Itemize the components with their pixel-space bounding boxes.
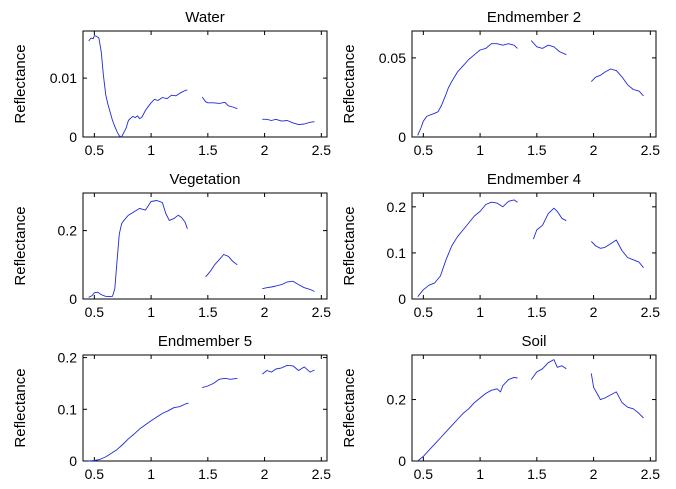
y-tick-label: 0 xyxy=(398,291,406,307)
x-tick-label: 1 xyxy=(476,304,484,320)
spectrum-segment-2 xyxy=(530,40,567,56)
plot-frame xyxy=(411,192,657,300)
x-tick-label: 1 xyxy=(476,466,484,482)
spectrum-segment-3 xyxy=(262,364,315,375)
spectrum-segment-1 xyxy=(417,43,518,136)
x-tick-label: 2 xyxy=(590,142,598,158)
chart-title: Endmember 4 xyxy=(487,171,581,188)
x-tick-label: 1 xyxy=(147,466,155,482)
x-tick-label: 0.5 xyxy=(85,304,105,320)
spectrum-segment-2 xyxy=(201,96,238,110)
chart-title: Water xyxy=(185,9,224,26)
chart-title: Endmember 5 xyxy=(158,333,252,350)
x-tick-label: 2.5 xyxy=(641,142,661,158)
x-tick-label: 1.5 xyxy=(527,304,547,320)
spectrum-segment-3 xyxy=(590,239,644,268)
x-tick-label: 2 xyxy=(590,466,598,482)
x-tick-label: 2.5 xyxy=(641,304,661,320)
subplot-2: Endmember 2 Reflectance 0.5 1 1.5 2 2.5 0 0.05 xyxy=(341,9,660,158)
y-tick-label: 0.05 xyxy=(379,50,406,66)
subplot-3: Vegetation Reflectance 0.5 1 1.5 2 2.5 0 0.2 xyxy=(12,171,331,320)
plot-frame xyxy=(82,192,328,300)
x-tick-label: 0.5 xyxy=(414,304,434,320)
x-tick-label: 1.5 xyxy=(527,466,547,482)
x-tick-label: 2 xyxy=(261,304,269,320)
x-tick-label: 0.5 xyxy=(414,142,434,158)
x-tick-label: 2.5 xyxy=(641,466,661,482)
x-tick-label: 1.5 xyxy=(198,142,218,158)
y-tick-label: 0.2 xyxy=(387,392,407,408)
y-axis-label: Reflectance xyxy=(12,206,29,285)
y-axis-label: Reflectance xyxy=(341,206,358,285)
y-tick-label: 0 xyxy=(398,129,406,145)
y-tick-label: 0.2 xyxy=(58,350,78,366)
y-tick-label: 0.1 xyxy=(387,245,407,261)
chart-title: Soil xyxy=(521,333,546,350)
y-tick-label: 0 xyxy=(69,129,77,145)
subplot-5: Endmember 5 Reflectance 0.5 1 1.5 2 2.5 0 0.1 0.2 xyxy=(12,333,331,482)
y-axis-label: Reflectance xyxy=(12,368,29,447)
y-tick-label: 0 xyxy=(398,453,406,469)
y-tick-label: 0.01 xyxy=(50,70,77,86)
y-axis-label: Reflectance xyxy=(341,44,358,123)
spectrum-segment-3 xyxy=(590,373,644,419)
y-tick-label: 0.1 xyxy=(58,401,78,417)
subplot-1: Water Reflectance 0.5 1 1.5 2 2.5 0 0.01 xyxy=(12,9,331,158)
x-tick-label: 2.5 xyxy=(312,304,332,320)
plot-frame xyxy=(411,30,657,138)
plot-frame xyxy=(411,354,657,462)
y-tick-label: 0.2 xyxy=(58,223,78,239)
spectrum-segment-3 xyxy=(262,280,315,292)
x-tick-label: 2.5 xyxy=(312,142,332,158)
x-tick-label: 2 xyxy=(261,466,269,482)
chart-title: Vegetation xyxy=(170,171,241,188)
y-tick-label: 0 xyxy=(69,291,77,307)
spectrum-segment-2 xyxy=(205,254,238,278)
subplot-4: Endmember 4 Reflectance 0.5 1 1.5 2 2.5 0 0.1 0.2 xyxy=(341,171,660,320)
x-tick-label: 2 xyxy=(590,304,598,320)
y-axis-label: Reflectance xyxy=(12,44,29,123)
spectrum-segment-1 xyxy=(417,376,518,462)
spectrum-segment-2 xyxy=(532,207,567,240)
x-tick-label: 1 xyxy=(147,142,155,158)
x-tick-label: 1.5 xyxy=(198,466,218,482)
y-axis-label: Reflectance xyxy=(341,368,358,447)
x-tick-label: 1.5 xyxy=(198,304,218,320)
x-tick-label: 2.5 xyxy=(312,466,332,482)
x-tick-label: 1 xyxy=(147,304,155,320)
spectrum-segment-1 xyxy=(88,402,189,462)
y-tick-label: 0.2 xyxy=(387,199,407,215)
chart-title: Endmember 2 xyxy=(487,9,581,26)
spectrum-segment-3 xyxy=(262,118,315,126)
y-tick-label: 0 xyxy=(69,453,77,469)
x-tick-label: 0.5 xyxy=(85,466,105,482)
x-tick-label: 1.5 xyxy=(527,142,547,158)
spectrum-segment-1 xyxy=(88,200,188,298)
spectrum-segment-1 xyxy=(88,35,188,138)
spectrum-segment-2 xyxy=(202,377,238,389)
x-tick-label: 0.5 xyxy=(85,142,105,158)
spectrum-segment-1 xyxy=(417,199,518,297)
subplot-6: Soil Reflectance 0.5 1 1.5 2 2.5 0 0.2 xyxy=(341,333,660,482)
x-tick-label: 2 xyxy=(261,142,269,158)
spectrum-segment-3 xyxy=(590,68,644,97)
plot-frame xyxy=(82,30,328,138)
x-tick-label: 1 xyxy=(476,142,484,158)
plot-frame xyxy=(82,354,328,462)
spectrum-segment-2 xyxy=(530,359,567,380)
x-tick-label: 0.5 xyxy=(414,466,434,482)
